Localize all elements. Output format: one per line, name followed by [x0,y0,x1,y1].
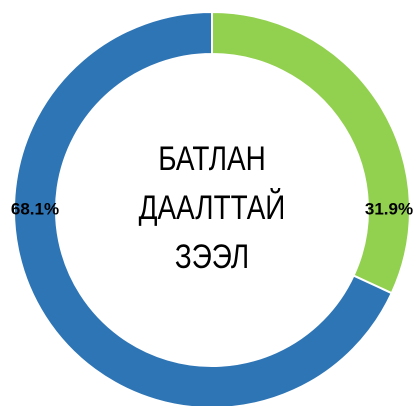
data-label: 31.9% [365,199,413,218]
title-line: БАТЛАН [158,139,266,177]
title-line: ДААЛТТАЙ [139,187,286,226]
labels: 31.9% 68.1% [11,199,413,218]
chart-title: БАТЛАН ДААЛТТАЙ ЗЭЭЛ [139,139,286,275]
data-label: 68.1% [11,199,59,218]
donut [13,10,411,406]
title-line: ЗЭЭЛ [175,237,249,275]
slice [13,10,394,406]
